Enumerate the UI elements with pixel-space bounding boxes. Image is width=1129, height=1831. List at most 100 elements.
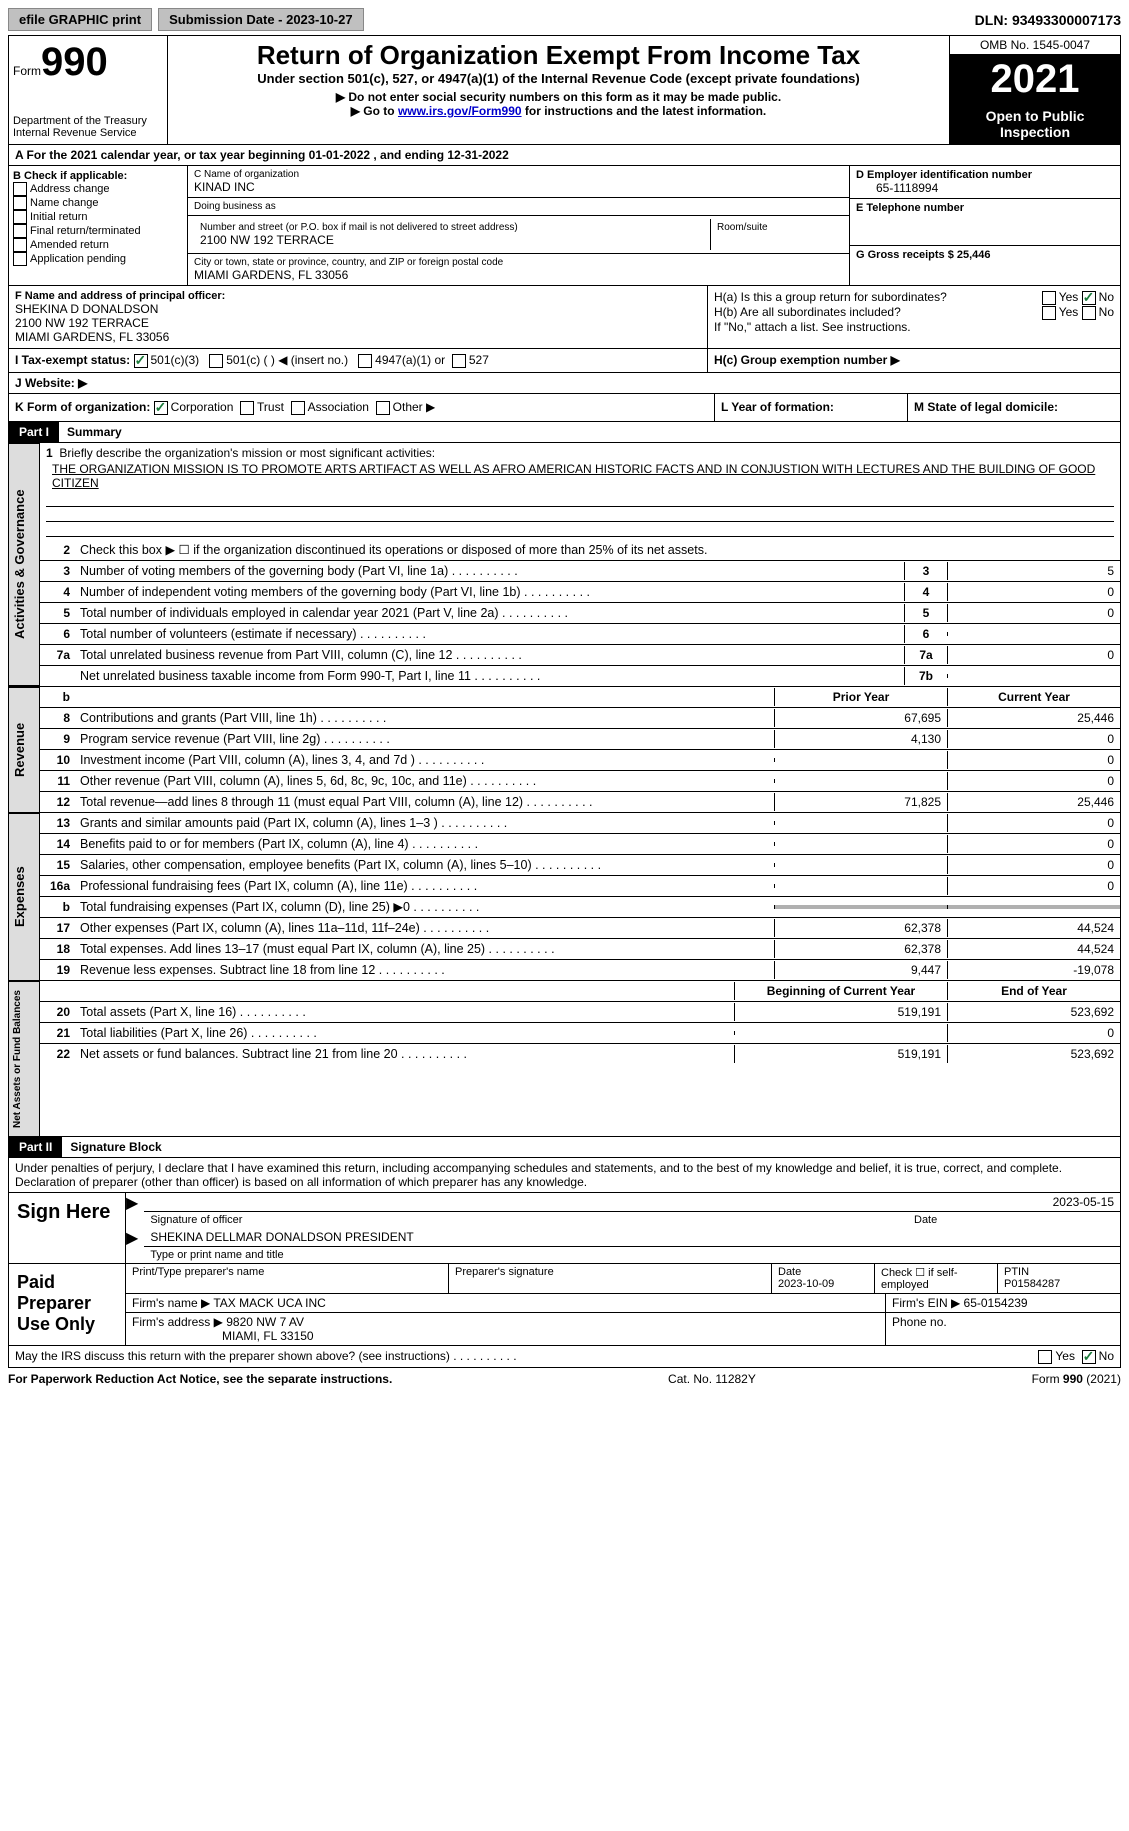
- note-goto-post: for instructions and the latest informat…: [522, 104, 767, 118]
- checkbox-ha-no[interactable]: [1082, 291, 1096, 305]
- summary-line-14: 14Benefits paid to or for members (Part …: [40, 834, 1120, 855]
- summary-line-19: 19Revenue less expenses. Subtract line 1…: [40, 960, 1120, 980]
- summary-line-16a: 16aProfessional fundraising fees (Part I…: [40, 876, 1120, 897]
- ein-label: D Employer identification number: [856, 169, 1114, 181]
- org-city: MIAMI GARDENS, FL 33056: [194, 268, 843, 282]
- checkbox-4947[interactable]: [358, 354, 372, 368]
- gross-receipts: G Gross receipts $ 25,446: [850, 246, 1120, 264]
- prep-sig-label: Preparer's signature: [449, 1264, 772, 1293]
- officer-label: F Name and address of principal officer:: [15, 290, 701, 302]
- note-goto-pre: ▶ Go to: [351, 104, 398, 118]
- dba-label: Doing business as: [188, 198, 849, 216]
- checkbox-pending[interactable]: [13, 252, 27, 266]
- checkbox-name-change[interactable]: [13, 196, 27, 210]
- summary-line-22: 22Net assets or fund balances. Subtract …: [40, 1044, 1120, 1064]
- checkbox-amended[interactable]: [13, 238, 27, 252]
- checkbox-ha-yes[interactable]: [1042, 291, 1056, 305]
- checkbox-final-return[interactable]: [13, 224, 27, 238]
- top-bar: efile GRAPHIC print Submission Date - 20…: [8, 8, 1121, 31]
- firm-city: MIAMI, FL 33150: [132, 1329, 879, 1343]
- summary-line-6: 6Total number of volunteers (estimate if…: [40, 624, 1120, 645]
- type-name-label: Type or print name and title: [144, 1247, 1120, 1263]
- summary-line-20: 20Total assets (Part X, line 16)519,1915…: [40, 1002, 1120, 1023]
- summary-line-13: 13Grants and similar amounts paid (Part …: [40, 813, 1120, 834]
- prep-date: 2023-10-09: [778, 1278, 834, 1290]
- checkbox-hb-no[interactable]: [1082, 306, 1096, 320]
- irs-link[interactable]: www.irs.gov/Form990: [398, 104, 522, 118]
- col-end: End of Year: [947, 982, 1120, 1000]
- form-org-label: K Form of organization:: [15, 400, 150, 414]
- room-label: Room/suite: [711, 219, 843, 250]
- submission-date-button[interactable]: Submission Date - 2023-10-27: [158, 8, 364, 31]
- cat-no: Cat. No. 11282Y: [668, 1372, 756, 1386]
- form-subtitle: Under section 501(c), 527, or 4947(a)(1)…: [172, 71, 945, 86]
- sig-officer-label: Signature of officer: [150, 1214, 914, 1226]
- info-grid: B Check if applicable: Address change Na…: [8, 166, 1121, 286]
- discuss-label: May the IRS discuss this return with the…: [15, 1349, 450, 1363]
- checkbox-hb-yes[interactable]: [1042, 306, 1056, 320]
- checkbox-527[interactable]: [452, 354, 466, 368]
- part2-title: Signature Block: [62, 1137, 169, 1157]
- firm-name: TAX MACK UCA INC: [213, 1296, 325, 1310]
- h-b-label: H(b) Are all subordinates included?: [714, 305, 901, 319]
- line2-text: Check this box ▶ ☐ if the organization d…: [76, 540, 1120, 559]
- tab-activities-governance: Activities & Governance: [9, 443, 40, 686]
- summary-line-4: 4Number of independent voting members of…: [40, 582, 1120, 603]
- checkbox-trust[interactable]: [240, 401, 254, 415]
- line1-label: Briefly describe the organization's miss…: [59, 446, 435, 460]
- tab-expenses: Expenses: [9, 813, 40, 980]
- summary-line-18: 18Total expenses. Add lines 13–17 (must …: [40, 939, 1120, 960]
- summary-line-9: 9Program service revenue (Part VIII, lin…: [40, 729, 1120, 750]
- paid-preparer-label: Paid Preparer Use Only: [9, 1264, 126, 1345]
- summary-line-7a: 7aTotal unrelated business revenue from …: [40, 645, 1120, 666]
- org-address: 2100 NW 192 TERRACE: [200, 233, 704, 247]
- checkbox-discuss-no[interactable]: [1082, 1350, 1096, 1364]
- summary-line-12: 12Total revenue—add lines 8 through 11 (…: [40, 792, 1120, 812]
- checkbox-other[interactable]: [376, 401, 390, 415]
- col-prior: Prior Year: [774, 688, 947, 706]
- checkbox-initial-return[interactable]: [13, 210, 27, 224]
- summary-line-17: 17Other expenses (Part IX, column (A), l…: [40, 918, 1120, 939]
- dln-label: DLN: 93493300007173: [975, 12, 1121, 28]
- addr-label: Number and street (or P.O. box if mail i…: [200, 222, 704, 233]
- form-number: 990: [41, 40, 108, 84]
- tab-net-assets: Net Assets or Fund Balances: [9, 981, 40, 1136]
- state-domicile: M State of legal domicile:: [907, 394, 1120, 421]
- summary-line-5: 5Total number of individuals employed in…: [40, 603, 1120, 624]
- org-name: KINAD INC: [194, 180, 843, 194]
- firm-ein: 65-0154239: [964, 1296, 1028, 1310]
- arrow-icon: ▶: [126, 1193, 138, 1228]
- tax-status-label: I Tax-exempt status:: [15, 353, 130, 367]
- officer-city: MIAMI GARDENS, FL 33056: [15, 330, 701, 344]
- summary-line-3: 3Number of voting members of the governi…: [40, 561, 1120, 582]
- mission-text: THE ORGANIZATION MISSION IS TO PROMOTE A…: [46, 460, 1114, 492]
- col-begin: Beginning of Current Year: [734, 982, 947, 1000]
- tax-year: 2021: [950, 55, 1120, 104]
- note-ssn: ▶ Do not enter social security numbers o…: [172, 90, 945, 104]
- part1-label: Part I: [9, 422, 59, 442]
- efile-print-button[interactable]: efile GRAPHIC print: [8, 8, 152, 31]
- sign-here-label: Sign Here: [9, 1193, 126, 1263]
- summary-line-b: bTotal fundraising expenses (Part IX, co…: [40, 897, 1120, 918]
- checkbox-discuss-yes[interactable]: [1038, 1350, 1052, 1364]
- summary-line-15: 15Salaries, other compensation, employee…: [40, 855, 1120, 876]
- checkbox-assoc[interactable]: [291, 401, 305, 415]
- omb-label: OMB No. 1545-0047: [950, 36, 1120, 55]
- checkbox-address-change[interactable]: [13, 182, 27, 196]
- website-row: J Website: ▶: [8, 373, 1121, 394]
- summary-line-8: 8Contributions and grants (Part VIII, li…: [40, 708, 1120, 729]
- form-footer: Form 990 (2021): [1032, 1372, 1121, 1386]
- checkbox-501c3[interactable]: [134, 354, 148, 368]
- firm-addr: 9820 NW 7 AV: [226, 1315, 304, 1329]
- phone-label: E Telephone number: [856, 202, 1114, 214]
- ein-value: 65-1118994: [856, 181, 1114, 195]
- city-label: City or town, state or province, country…: [194, 257, 843, 268]
- box-b-label: B Check if applicable:: [13, 170, 183, 182]
- officer-typed-name: SHEKINA DELLMAR DONALDSON PRESIDENT: [144, 1228, 1120, 1247]
- check-self: Check ☐ if self-employed: [875, 1264, 998, 1293]
- checkbox-corp[interactable]: [154, 401, 168, 415]
- checkbox-501c[interactable]: [209, 354, 223, 368]
- summary-line-10: 10Investment income (Part VIII, column (…: [40, 750, 1120, 771]
- part2-label: Part II: [9, 1137, 62, 1157]
- tab-revenue: Revenue: [9, 687, 40, 812]
